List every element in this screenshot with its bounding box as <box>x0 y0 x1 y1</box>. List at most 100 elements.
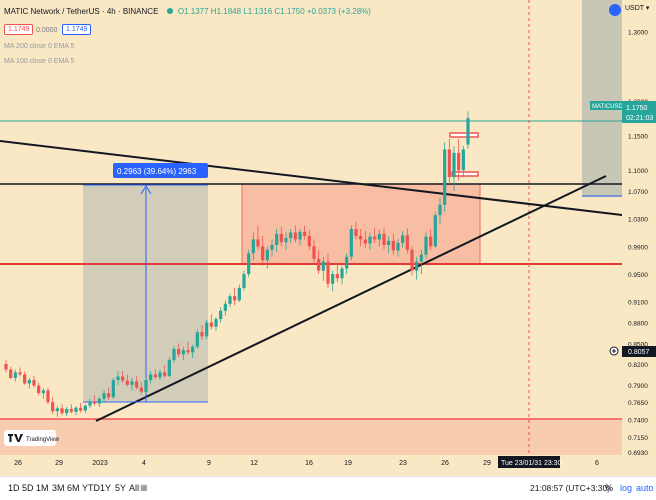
calendar-icon[interactable]: ▦ <box>140 483 148 492</box>
candle-body <box>410 249 414 271</box>
target-marker-top[interactable] <box>449 132 479 138</box>
price-scale[interactable] <box>622 0 656 476</box>
candle <box>200 325 204 340</box>
candle <box>298 229 302 245</box>
candle-body <box>284 238 288 243</box>
candle <box>317 249 321 275</box>
range-button[interactable]: 1Y <box>100 483 112 493</box>
time-label: 2023 <box>92 460 108 467</box>
range-button[interactable]: YTD <box>82 483 100 493</box>
candle <box>32 375 36 388</box>
candle-body <box>88 401 92 406</box>
candle-body <box>69 409 73 412</box>
candle-body <box>191 346 195 353</box>
range-button[interactable]: 6M <box>67 483 80 493</box>
range-button[interactable]: All <box>129 483 140 493</box>
candle <box>326 253 330 288</box>
candle-body <box>457 152 461 171</box>
indicator-ma200[interactable]: MA 200 close 0 EMA 5 <box>4 43 75 50</box>
range-button[interactable]: 1D <box>8 483 20 493</box>
price-label: 0.7150 <box>628 435 648 442</box>
price-label: 0.9900 <box>628 244 648 251</box>
time-scale[interactable] <box>0 455 622 476</box>
candle-body <box>121 376 125 381</box>
candle <box>51 397 55 414</box>
candle-body <box>289 232 293 239</box>
candle-body <box>200 332 204 337</box>
candle-body <box>153 374 157 378</box>
candle <box>270 239 274 257</box>
candle <box>401 231 405 248</box>
candle-body <box>102 393 106 399</box>
price-label: 0.7400 <box>628 417 648 424</box>
marker-price-text: 0.8057 <box>628 349 650 356</box>
candle <box>69 404 73 414</box>
candle <box>419 249 423 275</box>
candle-body <box>331 274 335 284</box>
candle <box>4 359 8 373</box>
candle-body <box>293 232 297 240</box>
candle-body <box>261 246 265 261</box>
measure-arrowhead-icon <box>140 185 152 195</box>
auto-toggle[interactable]: auto <box>636 483 654 493</box>
indicator-ma100[interactable]: MA 100 close 0 EMA 5 <box>4 58 75 65</box>
candle <box>223 300 227 316</box>
candle <box>452 145 456 191</box>
candle <box>233 287 237 306</box>
candle-body <box>93 401 97 404</box>
candle-body <box>466 118 470 145</box>
symbol-legend[interactable]: MATIC Network / TetherUS · 4h · BINANCE … <box>4 7 371 16</box>
time-cursor-text: Tue 23/01/31 23:30 <box>501 460 562 467</box>
price-label: 1.1500 <box>628 134 648 141</box>
candle-body <box>340 268 344 279</box>
candle <box>391 233 395 255</box>
candle-body <box>144 379 148 392</box>
measure-label-text: 0.2963 (39.64%) 2963 <box>117 167 197 176</box>
ascending-trendline[interactable] <box>95 175 607 422</box>
measure-label: 0.2963 (39.64%) 2963 <box>113 163 208 178</box>
symbol-title[interactable]: MATIC Network / TetherUS · 4h · BINANCE <box>4 7 159 16</box>
candle <box>60 404 64 416</box>
alert-icon[interactable] <box>609 4 621 16</box>
candle <box>46 387 50 405</box>
range-button[interactable]: 3M <box>52 483 65 493</box>
candle <box>312 239 316 264</box>
candle-body <box>65 409 69 414</box>
ask-price-pill[interactable]: 1.1749 <box>62 24 92 35</box>
market-status-dot-icon <box>166 8 173 14</box>
candle <box>275 229 279 252</box>
candle-body <box>97 398 101 404</box>
range-button[interactable]: 5Y <box>115 483 127 493</box>
candle <box>158 369 162 380</box>
time-label: 16 <box>305 460 313 467</box>
percent-toggle[interactable]: % <box>605 483 614 493</box>
candle-body <box>149 374 153 380</box>
candle-body <box>452 152 456 178</box>
candle-body <box>37 385 41 394</box>
candle <box>293 225 297 243</box>
chart-area[interactable]: 0.2963 (39.64%) 2963 1.30001.20001.15001… <box>0 0 656 476</box>
timezone-clock[interactable]: 21:08:57 (UTC+3:30) <box>530 483 611 493</box>
candle-body <box>247 253 251 275</box>
candle <box>135 375 139 390</box>
log-toggle[interactable]: log <box>620 483 633 493</box>
target-marker-bottom[interactable] <box>451 171 479 177</box>
candle <box>181 346 185 360</box>
candle <box>438 197 442 225</box>
candle <box>102 390 106 403</box>
range-button[interactable]: 5D <box>22 483 34 493</box>
bid-price-pill[interactable]: 1.1749 <box>4 24 34 35</box>
descending-trendline[interactable] <box>0 140 623 216</box>
candle-body <box>139 387 143 392</box>
range-button[interactable]: 1M <box>36 483 49 493</box>
crosshair-marker[interactable] <box>609 346 619 356</box>
tradingview-watermark[interactable]: TradingView <box>4 430 60 446</box>
candle <box>97 397 101 407</box>
candle-body <box>27 379 31 384</box>
candle-body <box>265 249 269 261</box>
currency-dropdown[interactable]: USDT ▾ <box>625 4 649 12</box>
candle-body <box>4 364 8 370</box>
candle-body <box>167 359 171 376</box>
price-label: 0.7650 <box>628 400 648 407</box>
candle <box>144 377 148 394</box>
